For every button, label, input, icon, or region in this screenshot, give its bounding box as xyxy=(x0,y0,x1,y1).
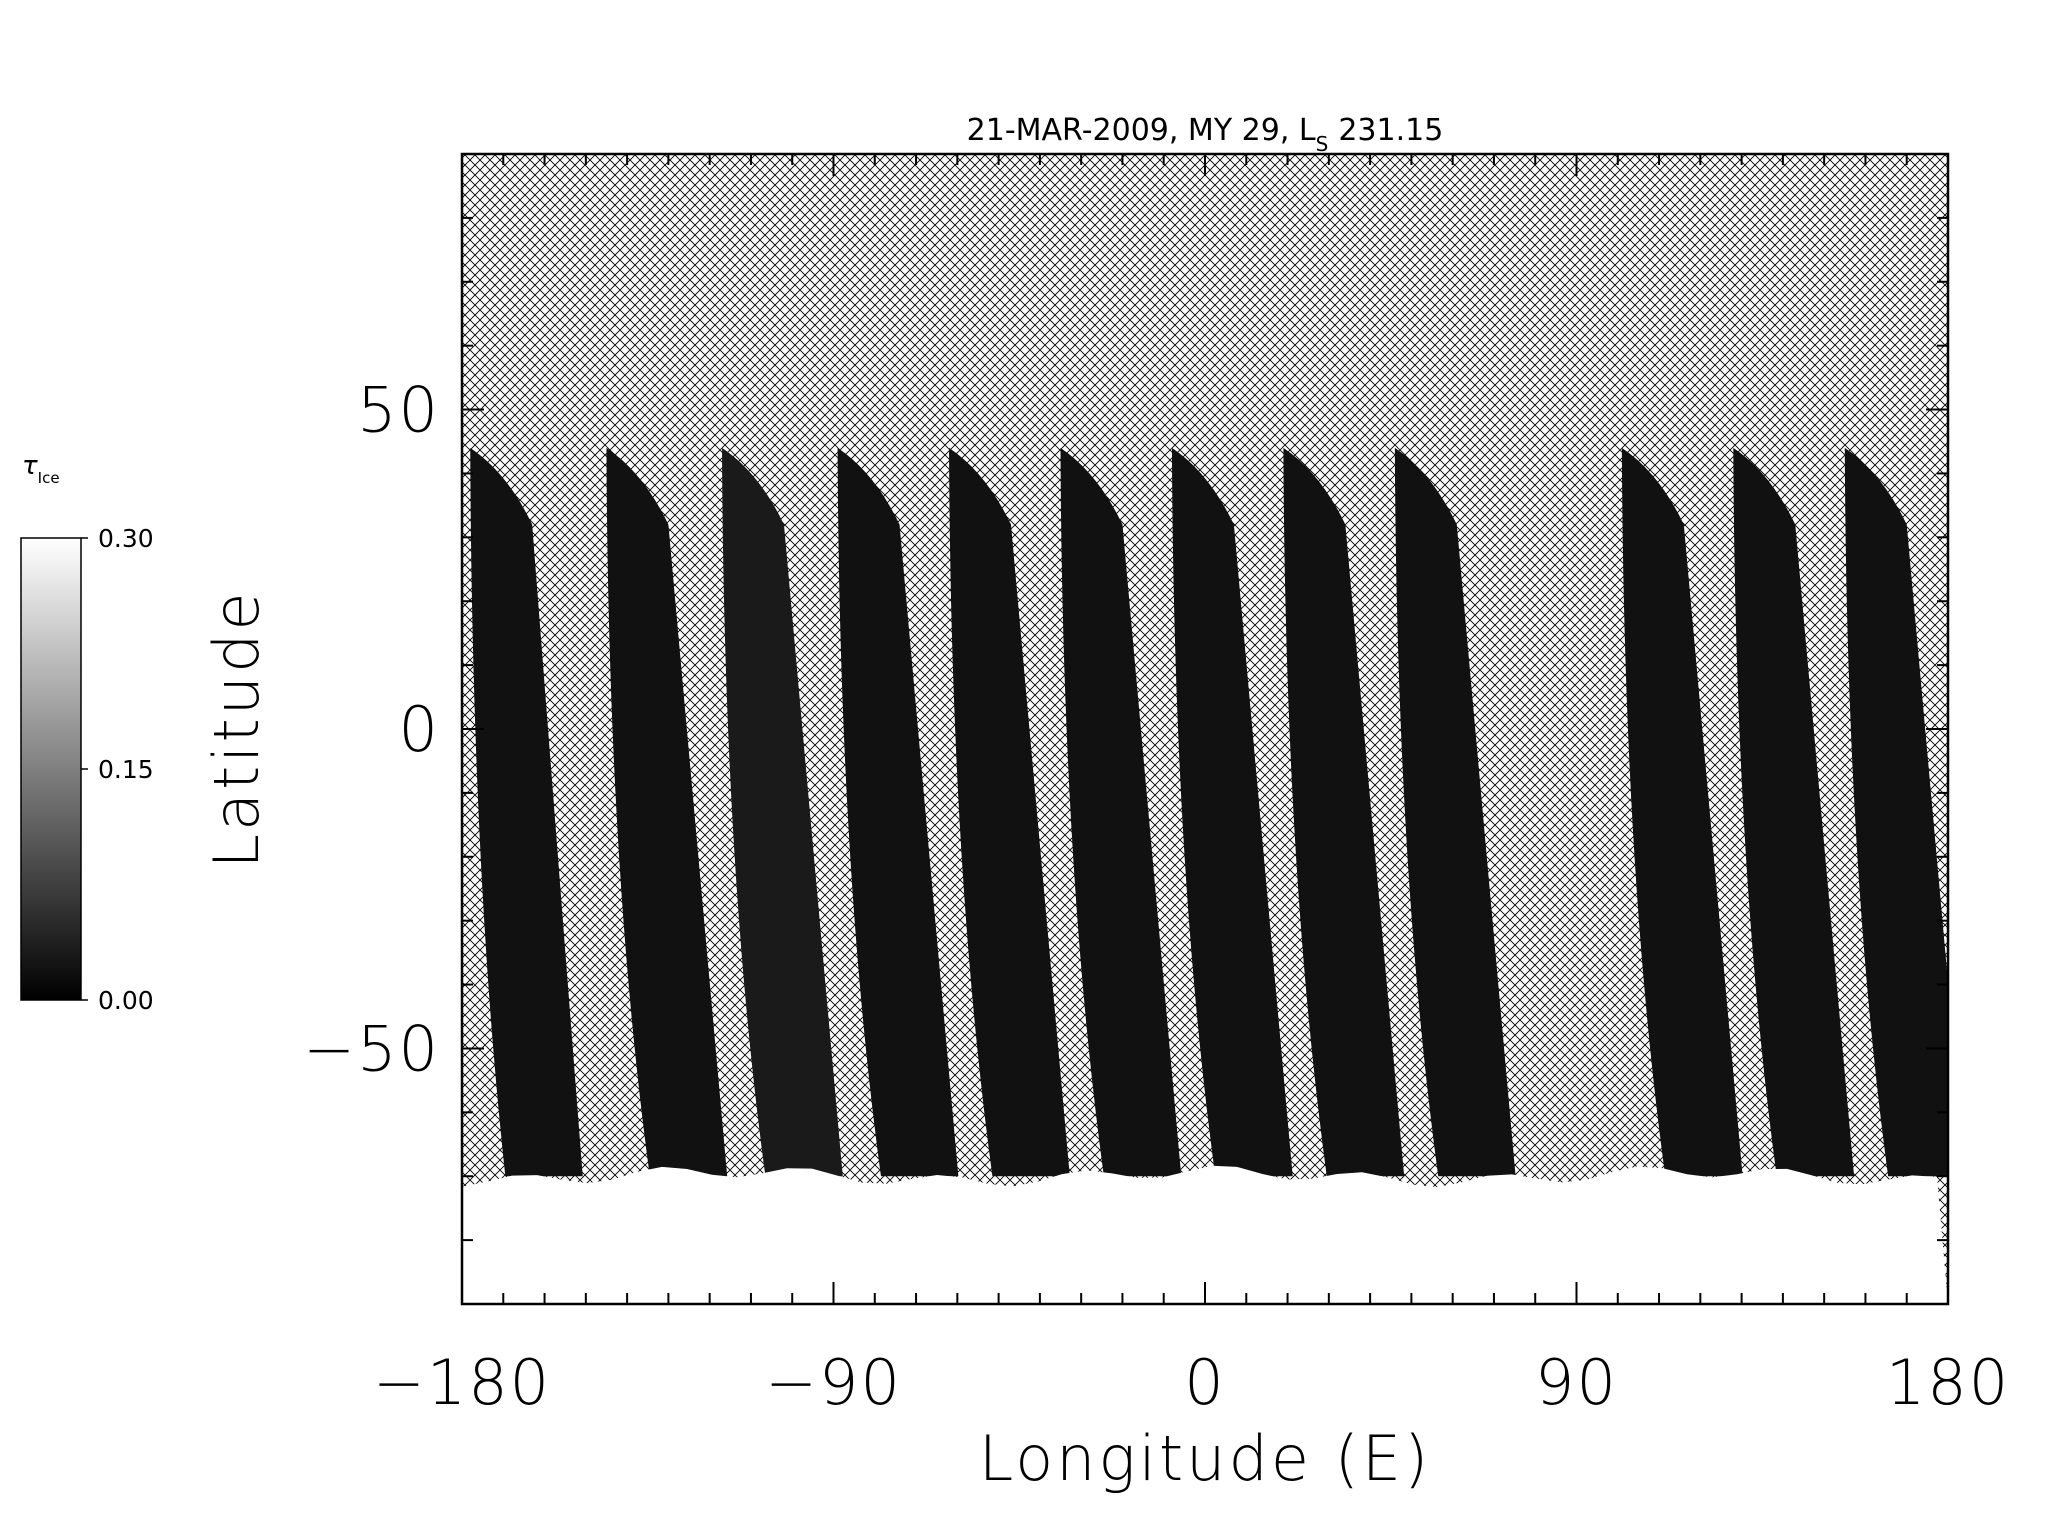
title-subscript: S xyxy=(1316,132,1329,156)
x-tick-label: 0 xyxy=(1184,1346,1225,1419)
data-swath xyxy=(1733,447,1855,1177)
colorbar-gradient xyxy=(20,537,82,1001)
data-swath xyxy=(1621,447,1743,1177)
title-main: 21-MAR-2009, MY 29, L xyxy=(967,113,1316,148)
data-swath xyxy=(1060,447,1182,1177)
data-swath xyxy=(1171,447,1293,1177)
colorbar-label-subscript: Ice xyxy=(38,469,60,487)
colorbar-tick-label: 0.15 xyxy=(98,755,154,784)
x-tick-label: −180 xyxy=(373,1346,551,1419)
colorbar-label: τIce xyxy=(22,451,60,487)
chart-title: 21-MAR-2009, MY 29, LS 231.15 xyxy=(967,113,1444,156)
y-tick-labels: −50 0 50 xyxy=(303,374,440,1086)
colorbar-ticks: 0.00 0.15 0.30 xyxy=(81,524,154,1015)
y-tick-label: 0 xyxy=(399,693,440,766)
colorbar-tick-label: 0.00 xyxy=(98,986,154,1015)
data-swath xyxy=(470,447,583,1177)
x-tick-labels: −180 −90 0 90 180 xyxy=(373,1346,2010,1419)
axis-ticks xyxy=(461,153,1949,1305)
y-axis-label: Latitude xyxy=(200,589,273,868)
data-swath xyxy=(837,447,959,1177)
y-tick-label: 50 xyxy=(357,374,440,447)
data-swath xyxy=(1844,447,1948,1177)
data-swath xyxy=(1283,447,1405,1177)
x-tick-label: 180 xyxy=(1886,1346,2010,1419)
polar-cap-layer xyxy=(462,1165,1948,1304)
x-tick-label: 90 xyxy=(1535,1346,1618,1419)
data-swath xyxy=(722,447,843,1177)
x-tick-label: −90 xyxy=(765,1346,902,1419)
colorbar-label-symbol: τ xyxy=(22,451,38,481)
colorbar: τIce 0.00 0.15 0.30 xyxy=(20,451,154,1015)
data-swath xyxy=(1394,447,1516,1177)
swath-layer xyxy=(470,447,1948,1177)
polar-cap-region xyxy=(462,1165,1948,1304)
colorbar-tick-label: 0.30 xyxy=(98,524,154,553)
title-value: 231.15 xyxy=(1338,113,1443,148)
data-swath xyxy=(949,447,1070,1177)
plot-area xyxy=(462,154,1948,1304)
y-tick-label: −50 xyxy=(303,1012,440,1085)
data-swath xyxy=(606,447,728,1177)
x-axis-label: Longitude (E) xyxy=(979,1422,1431,1495)
